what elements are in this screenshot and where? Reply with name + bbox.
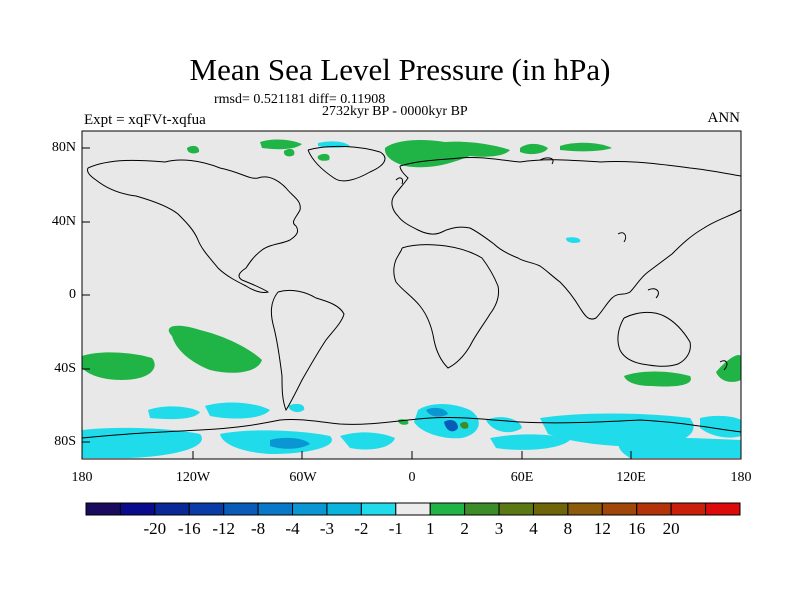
anomaly-patch <box>426 407 448 417</box>
anomaly-patch <box>82 352 155 380</box>
anomaly-patch <box>340 432 395 450</box>
coastline-south-america <box>270 289 345 412</box>
anomaly-patch <box>566 237 581 243</box>
colorbar-label: 20 <box>662 519 680 538</box>
colorbar-swatch <box>257 502 294 516</box>
colorbar-label: -2 <box>354 519 369 538</box>
coastline-eurasia <box>391 157 742 320</box>
anomaly-patch <box>205 402 270 419</box>
colorbar-swatch <box>360 502 397 516</box>
anomaly-patch <box>520 143 548 155</box>
anomaly-patch <box>700 415 741 438</box>
colorbar-label: -1 <box>388 519 403 538</box>
anomaly-patch <box>560 142 612 152</box>
anomaly-patch <box>460 421 469 429</box>
colorbar-swatch <box>85 502 121 516</box>
anomaly-patch <box>260 139 302 150</box>
coastline-africa <box>393 244 499 369</box>
period-line: 2732kyr BP - 0000kyr BP <box>322 104 468 119</box>
anomaly-patch <box>486 417 522 433</box>
coastline-islands <box>395 157 728 371</box>
anomaly-patch <box>444 420 458 432</box>
coastline-australia <box>617 311 691 367</box>
colorbar-label: -4 <box>285 519 300 538</box>
coastlines <box>81 145 742 439</box>
lat-label-40n: 40N <box>51 214 76 229</box>
coastline-antarctica <box>81 416 742 439</box>
anomaly-patch <box>490 434 570 450</box>
colorbar-label: 4 <box>529 519 538 538</box>
colorbar-label: 2 <box>460 519 469 538</box>
coastline-north-america <box>87 159 301 293</box>
lon-label-120e: 120E <box>616 470 646 485</box>
anomaly-patch <box>187 145 200 154</box>
anomaly-patch <box>384 140 510 168</box>
colorbar-label: -16 <box>177 519 201 538</box>
anomaly-patch <box>283 148 295 157</box>
colorbar-swatch <box>188 502 225 516</box>
coastline-greenland <box>307 145 386 182</box>
colorbar-swatch <box>464 502 500 516</box>
anomaly-fills <box>82 139 741 458</box>
lat-label-0: 0 <box>69 287 76 302</box>
colorbar-label: -20 <box>143 519 167 538</box>
anomaly-patch <box>148 406 200 420</box>
colorbar <box>85 502 741 516</box>
colorbar-label: 12 <box>593 519 611 538</box>
lon-label-60w: 60W <box>289 470 317 485</box>
stats-line: rmsd= 0.521181 diff= 0.11908 <box>214 92 386 107</box>
anomaly-patch <box>288 403 305 413</box>
colorbar-swatch <box>705 502 741 516</box>
anomaly-patch <box>716 354 741 382</box>
map-title: Mean Sea Level Pressure (in hPa) <box>189 52 611 87</box>
colorbar-swatch <box>154 502 190 516</box>
colorbar-label: -12 <box>212 519 235 538</box>
colorbar-swatch <box>292 502 328 516</box>
lon-label-180e: 180 <box>730 470 752 485</box>
lat-label-40s: 40S <box>54 361 76 376</box>
map-background <box>82 131 741 459</box>
lon-label-180w: 180 <box>71 470 93 485</box>
lat-label-80s: 80S <box>54 434 76 449</box>
colorbar-swatch <box>601 502 638 516</box>
lon-label-120w: 120W <box>175 470 211 485</box>
colorbar-swatch <box>429 502 466 516</box>
anomaly-patch <box>317 153 330 161</box>
colorbar-label: 1 <box>425 519 435 538</box>
anomaly-patch <box>618 437 741 458</box>
colorbar-swatch <box>119 502 156 516</box>
lon-label-60e: 60E <box>510 470 534 485</box>
lon-label-0: 0 <box>408 470 416 485</box>
anomaly-patch <box>624 371 691 387</box>
colorbar-swatch <box>636 502 672 516</box>
colorbar-swatch <box>567 502 603 516</box>
lat-label-80n: 80N <box>51 140 76 155</box>
anomaly-patch <box>168 325 262 373</box>
colorbar-label: -8 <box>251 519 266 538</box>
colorbar-label: -3 <box>319 519 335 538</box>
colorbar-swatch <box>498 502 534 516</box>
season-label: ANN <box>707 110 741 126</box>
colorbar-label: 8 <box>563 519 573 538</box>
experiment-label: Expt = xqFVt-xqfua <box>84 112 206 128</box>
colorbar-swatch <box>395 502 431 516</box>
anomaly-patch <box>270 437 310 449</box>
colorbar-swatch <box>326 502 362 516</box>
colorbar-swatch <box>670 502 707 516</box>
colorbar-label: 16 <box>628 519 646 538</box>
axis-ticks <box>82 147 632 459</box>
colorbar-swatch <box>532 502 569 516</box>
colorbar-swatch <box>223 502 259 516</box>
colorbar-label: 3 <box>494 519 504 538</box>
